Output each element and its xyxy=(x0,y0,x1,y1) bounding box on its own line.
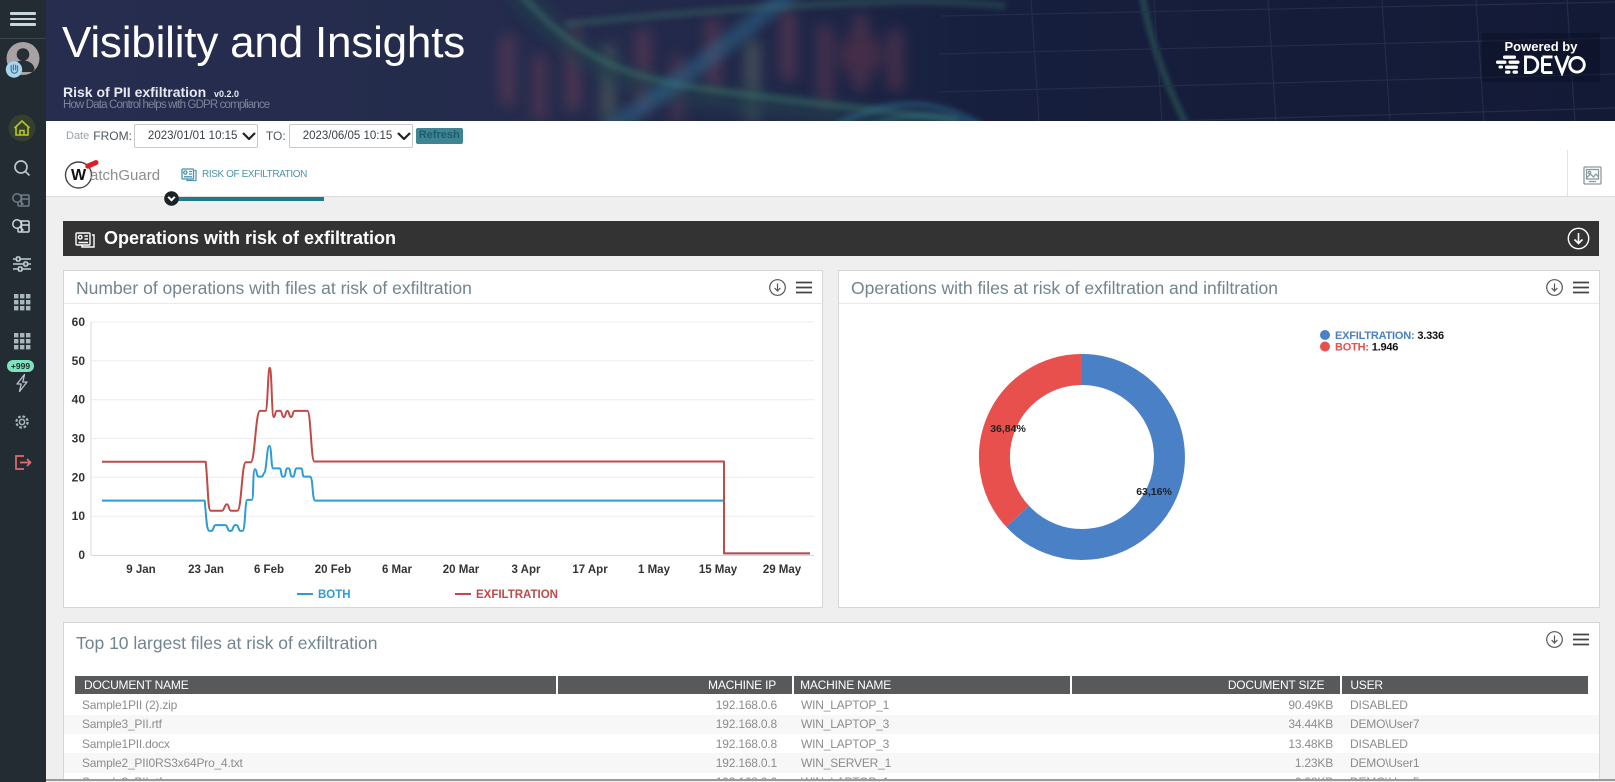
svg-text:63,16%: 63,16% xyxy=(1136,486,1172,498)
svg-text:40: 40 xyxy=(72,393,86,407)
svg-text:+999: +999 xyxy=(11,361,30,371)
svg-text:6 Mar: 6 Mar xyxy=(382,564,413,576)
svg-text:60: 60 xyxy=(72,315,86,329)
svg-text:30: 30 xyxy=(72,432,86,446)
svg-text:EXFILTRATION: 3.336: EXFILTRATION: 3.336 xyxy=(1335,330,1444,342)
svg-text:10: 10 xyxy=(72,509,86,523)
svg-text:17 Apr: 17 Apr xyxy=(572,564,608,576)
svg-text:15 May: 15 May xyxy=(699,564,738,576)
svg-text:1 May: 1 May xyxy=(638,564,671,576)
svg-text:29 May: 29 May xyxy=(763,564,802,576)
svg-text:atchGuard: atchGuard xyxy=(90,167,160,184)
svg-text:BOTH: BOTH xyxy=(318,589,351,601)
svg-text:23 Jan: 23 Jan xyxy=(188,564,224,576)
svg-text:50: 50 xyxy=(72,354,86,368)
svg-text:EXFILTRATION: EXFILTRATION xyxy=(476,589,558,601)
svg-text:9 Jan: 9 Jan xyxy=(126,564,155,576)
svg-text:0: 0 xyxy=(78,548,85,562)
svg-text:3 Apr: 3 Apr xyxy=(512,564,541,576)
svg-text:20 Mar: 20 Mar xyxy=(443,564,480,576)
svg-text:W: W xyxy=(71,167,87,184)
svg-text:20: 20 xyxy=(72,470,86,484)
svg-text:BOTH: 1.946: BOTH: 1.946 xyxy=(1335,342,1398,354)
svg-text:6 Feb: 6 Feb xyxy=(254,564,284,576)
svg-text:36,84%: 36,84% xyxy=(990,423,1026,435)
svg-text:20 Feb: 20 Feb xyxy=(315,564,351,576)
